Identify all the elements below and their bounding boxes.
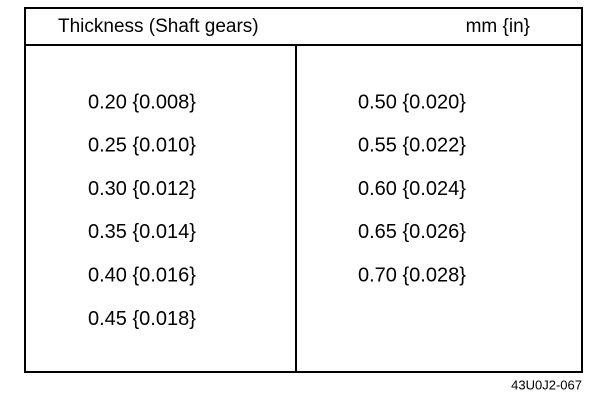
thickness-cell: 0.25 {0.010}: [88, 135, 196, 157]
thickness-cell: 0.65 {0.026}: [358, 221, 466, 243]
table-border: [24, 7, 583, 373]
thickness-cell: 0.30 {0.012}: [88, 178, 196, 200]
thickness-cell: 0.60 {0.024}: [358, 178, 466, 200]
thickness-cell: 0.40 {0.016}: [88, 264, 196, 286]
thickness-cell: 0.50 {0.020}: [358, 91, 466, 113]
thickness-cell: 0.70 {0.028}: [358, 264, 466, 286]
thickness-cell: 0.55 {0.022}: [358, 135, 466, 157]
thickness-cell: 0.20 {0.008}: [88, 91, 196, 113]
thickness-cell: 0.45 {0.018}: [88, 308, 196, 330]
thickness-cell: 0.35 {0.014}: [88, 221, 196, 243]
figure-id: 43U0J2-067: [511, 377, 582, 392]
header-title: Thickness (Shaft gears): [58, 16, 259, 37]
header-unit: mm {in}: [466, 16, 530, 37]
